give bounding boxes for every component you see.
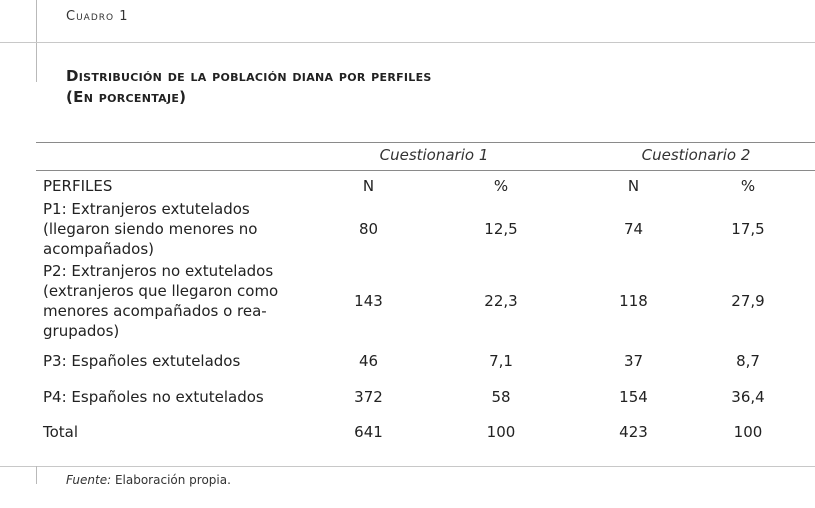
cell-n1: 46 bbox=[358, 352, 379, 370]
table-row-total: Total 641 100 423 100 bbox=[36, 414, 815, 450]
table-row: P3: Españoles extutelados 46 7,1 37 8,7 bbox=[36, 343, 815, 379]
row-label-line: (llegaron siendo menores no bbox=[43, 220, 258, 238]
row-label-line: menores acompañados o rea- bbox=[43, 302, 267, 320]
row-label: Total bbox=[43, 423, 79, 441]
table-row: P2: Extranjeros no extutelados (extranje… bbox=[36, 259, 815, 343]
source-note: Fuente: Elaboración propia. bbox=[66, 473, 231, 487]
cell-pct1: 12,5 bbox=[484, 220, 518, 238]
row-label-line: grupados) bbox=[43, 322, 120, 340]
cell-n2: 118 bbox=[619, 292, 648, 310]
cell-n2: 37 bbox=[623, 352, 644, 370]
row-label: P3: Españoles extutelados bbox=[43, 352, 241, 370]
cell-n1: 80 bbox=[358, 220, 379, 238]
cell-pct1: 58 bbox=[491, 387, 511, 406]
cell-pct2: 36,4 bbox=[731, 387, 765, 406]
header-divider bbox=[0, 42, 815, 43]
cell-pct2: 8,7 bbox=[736, 352, 760, 370]
cell-pct2: 17,5 bbox=[731, 220, 765, 238]
group-header-cuestionario-2: Cuestionario 2 bbox=[641, 146, 751, 164]
table-number: Cuadro 1 bbox=[66, 9, 129, 24]
row-label: P4: Españoles no extutelados bbox=[43, 387, 264, 406]
source-label: Fuente: bbox=[66, 473, 112, 487]
column-header-row: PERFILES N % N % bbox=[36, 172, 815, 199]
cell-pct1: 100 bbox=[486, 423, 516, 441]
table-header-rule bbox=[36, 170, 815, 171]
left-margin-rule-bottom bbox=[36, 466, 37, 484]
table-title: Distribución de la población diana por p… bbox=[66, 66, 432, 108]
row-label: P1: Extranjeros extutelados (llegaron si… bbox=[36, 199, 321, 259]
cell-n2: 423 bbox=[619, 423, 648, 441]
column-header-perfiles: PERFILES bbox=[43, 176, 113, 195]
table-row: P1: Extranjeros extutelados (llegaron si… bbox=[36, 199, 815, 259]
cell-pct1: 22,3 bbox=[484, 292, 518, 310]
footer-divider bbox=[0, 466, 815, 467]
left-margin-rule-top bbox=[36, 0, 37, 82]
title-line-1: Distribución de la población diana por p… bbox=[66, 67, 432, 85]
title-line-2: (En porcentaje) bbox=[66, 88, 187, 106]
row-label-line: P1: Extranjeros extutelados bbox=[43, 200, 250, 218]
cell-pct1: 7,1 bbox=[489, 352, 513, 370]
group-header-cuestionario-1: Cuestionario 1 bbox=[379, 146, 489, 164]
row-label-line: (extranjeros que llegaron como bbox=[43, 282, 279, 300]
data-table: PERFILES N % N % P1: Extranjeros extutel… bbox=[36, 172, 815, 450]
column-header-n1: N bbox=[362, 176, 375, 195]
cell-n2: 74 bbox=[623, 220, 644, 238]
table-top-rule bbox=[36, 142, 815, 143]
row-label-line: P2: Extranjeros no extutelados bbox=[43, 262, 274, 280]
column-header-n2: N bbox=[627, 176, 640, 195]
cell-pct2: 100 bbox=[733, 423, 763, 441]
cell-n2: 154 bbox=[619, 387, 648, 406]
column-header-pct2: % bbox=[740, 176, 756, 195]
cell-pct2: 27,9 bbox=[731, 292, 765, 310]
row-label-line: acompañados) bbox=[43, 240, 155, 258]
cell-n1: 641 bbox=[354, 423, 383, 441]
column-header-pct1: % bbox=[493, 176, 509, 195]
source-text: Elaboración propia. bbox=[111, 473, 231, 487]
table-row: P4: Españoles no extutelados 372 58 154 … bbox=[36, 379, 815, 414]
cell-n1: 143 bbox=[354, 292, 383, 310]
cell-n1: 372 bbox=[354, 387, 383, 406]
row-label: P2: Extranjeros no extutelados (extranje… bbox=[36, 259, 321, 343]
